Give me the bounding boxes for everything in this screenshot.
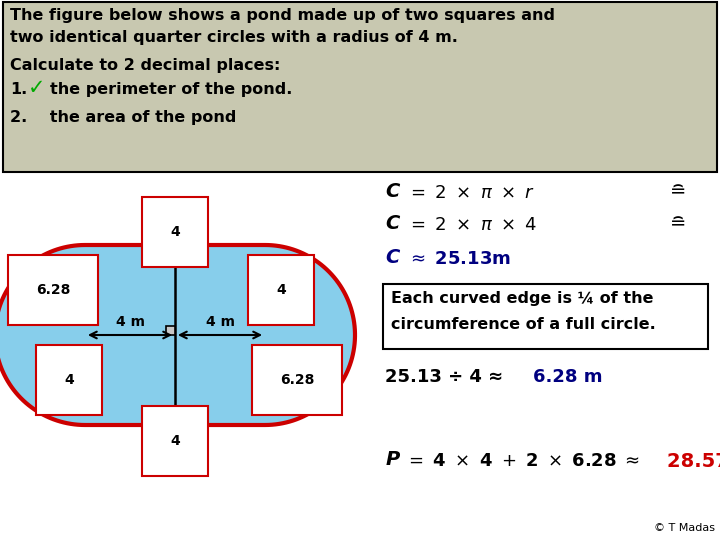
Text: 4: 4 [170, 225, 180, 239]
Text: Each curved edge is ¼ of the: Each curved edge is ¼ of the [391, 291, 654, 306]
Text: 4: 4 [170, 434, 180, 448]
Text: $\bfit{P}$: $\bfit{P}$ [385, 450, 401, 469]
Text: $=\ 2\ \times\ \pi\ \times\ r$: $=\ 2\ \times\ \pi\ \times\ r$ [407, 184, 535, 202]
Polygon shape [0, 245, 355, 425]
Text: 6.28 m: 6.28 m [533, 368, 603, 386]
Text: 4: 4 [64, 373, 74, 387]
Text: The figure below shows a pond made up of two squares and: The figure below shows a pond made up of… [10, 8, 555, 23]
Text: ✓: ✓ [28, 78, 45, 98]
Text: circumference of a full circle.: circumference of a full circle. [391, 317, 656, 332]
Text: the perimeter of the pond.: the perimeter of the pond. [50, 82, 292, 97]
Text: 6.28: 6.28 [36, 283, 70, 297]
Text: ≘: ≘ [670, 182, 686, 201]
Text: $\bfit{C}$: $\bfit{C}$ [385, 182, 401, 201]
FancyBboxPatch shape [383, 284, 708, 349]
Text: $=\ 2\ \times\ \pi\ \times\ 4$: $=\ 2\ \times\ \pi\ \times\ 4$ [407, 216, 537, 234]
Text: 4 m: 4 m [115, 315, 145, 329]
Text: $\bfit{C}$: $\bfit{C}$ [385, 214, 401, 233]
Text: $\approx\ \mathbf{25.13m}$: $\approx\ \mathbf{25.13m}$ [407, 250, 511, 268]
Text: two identical quarter circles with a radius of 4 m.: two identical quarter circles with a rad… [10, 30, 458, 45]
Text: 6.28: 6.28 [280, 373, 314, 387]
FancyBboxPatch shape [3, 2, 717, 172]
Text: 1.: 1. [10, 82, 27, 97]
Text: 28.57 m: 28.57 m [667, 452, 720, 471]
Text: ≘: ≘ [670, 214, 686, 233]
Text: $\bfit{C}$: $\bfit{C}$ [385, 248, 401, 267]
Text: 4 m: 4 m [205, 315, 235, 329]
Bar [166, 326, 175, 335]
Text: 2.    the area of the pond: 2. the area of the pond [10, 110, 236, 125]
Text: $=\ \mathbf{4}\ \times\ \mathbf{4}\ +\ \mathbf{2}\ \times\ \mathbf{6.28}\ \appro: $=\ \mathbf{4}\ \times\ \mathbf{4}\ +\ \… [405, 452, 640, 470]
Text: Calculate to 2 decimal places:: Calculate to 2 decimal places: [10, 58, 280, 73]
Text: © T Madas: © T Madas [654, 523, 715, 533]
Text: 4: 4 [276, 283, 286, 297]
Text: 25.13 ÷ 4 ≈: 25.13 ÷ 4 ≈ [385, 368, 510, 386]
